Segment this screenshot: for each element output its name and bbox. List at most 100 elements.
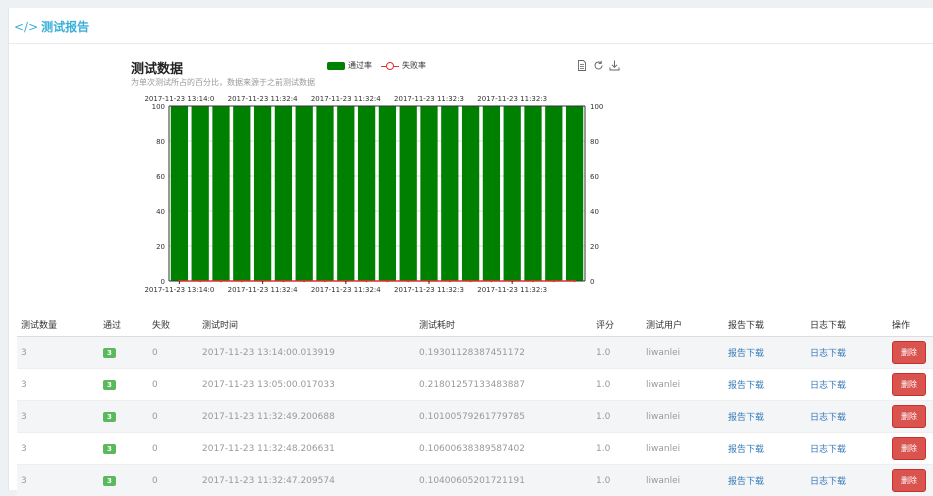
report-download-link[interactable]: 报告下载 [728,381,764,391]
legend-swatch-fail[interactable] [381,62,399,70]
cell-duration: 0.21801257133483887 [415,369,592,401]
x-tick-label-top: 2017-11-23 11:32:4 [311,95,381,103]
report-download-link[interactable]: 报告下载 [728,413,764,423]
x-tick-label-bottom: 2017-11-23 11:32:4 [228,286,298,294]
cell-log: 日志下载 [806,337,888,369]
cell-user: liwanlei [642,369,724,401]
x-tick-label-bottom: 2017-11-23 11:32:3 [477,286,547,294]
fail-rate-point[interactable] [386,280,388,282]
download-icon[interactable] [609,60,619,71]
fail-rate-point[interactable] [573,280,575,282]
y-tick-label-right: 80 [590,138,599,146]
fail-rate-point[interactable] [469,280,471,282]
bar[interactable] [400,106,417,281]
fail-rate-point[interactable] [241,280,243,282]
x-tick-label-bottom: 2017-11-23 11:32:4 [311,286,381,294]
cell-score: 1.0 [592,401,642,433]
delete-button[interactable]: 删除 [892,469,926,492]
bar[interactable] [212,106,229,281]
column-header: 评分 [592,312,642,337]
bar[interactable] [483,106,500,281]
column-header: 测试用户 [642,312,724,337]
cell-pass: 3 [99,401,148,433]
cell-fail: 0 [148,433,198,465]
y-tick-label-left: 20 [156,243,165,251]
bar[interactable] [254,106,271,281]
bar[interactable] [566,106,583,281]
fail-rate-point[interactable] [532,280,534,282]
x-tick-label-bottom: 2017-11-23 11:32:3 [394,286,464,294]
bar[interactable] [462,106,479,281]
bar[interactable] [524,106,541,281]
y-tick-label-right: 100 [590,103,603,111]
y-tick-label-left: 100 [152,103,165,111]
cell-score: 1.0 [592,433,642,465]
cell-duration: 0.10100579261779785 [415,401,592,433]
bar[interactable] [420,106,437,281]
bar[interactable] [379,106,396,281]
fail-rate-point[interactable] [303,280,305,282]
delete-button[interactable]: 删除 [892,373,926,396]
refresh-icon[interactable] [593,60,603,71]
bar[interactable] [275,106,292,281]
bar[interactable] [337,106,354,281]
delete-button[interactable]: 删除 [892,341,926,364]
bar[interactable] [233,106,250,281]
pass-badge: 3 [103,444,116,454]
cell-action: 删除 [888,465,933,496]
y-tick-label-left: 40 [156,208,165,216]
fail-rate-point[interactable] [324,280,326,282]
bar[interactable] [358,106,375,281]
panel-title-text: 测试报告 [41,20,89,34]
cell-action: 删除 [888,433,933,465]
cell-duration: 0.19301128387451172 [415,337,592,369]
cell-time: 2017-11-23 11:32:48.206631 [198,433,415,465]
report-download-link[interactable]: 报告下载 [728,477,764,487]
bar[interactable] [441,106,458,281]
fail-rate-point[interactable] [220,280,222,282]
report-download-link[interactable]: 报告下载 [728,349,764,359]
legend-swatch-pass[interactable] [327,62,345,70]
table-header-row: 测试数量通过失败测试时间测试耗时评分测试用户报告下载日志下载操作 [17,312,933,337]
cell-score: 1.0 [592,337,642,369]
bar[interactable] [296,106,313,281]
bar[interactable] [192,106,209,281]
cell-count: 3 [17,433,99,465]
cell-action: 删除 [888,369,933,401]
bar[interactable] [171,106,188,281]
legend-label-fail[interactable]: 失败率 [402,60,426,71]
log-download-link[interactable]: 日志下载 [810,381,846,391]
column-header: 测试数量 [17,312,99,337]
log-download-link[interactable]: 日志下载 [810,349,846,359]
cell-log: 日志下载 [806,369,888,401]
fail-rate-point[interactable] [449,280,451,282]
fail-rate-point[interactable] [407,280,409,282]
cell-user: liwanlei [642,401,724,433]
fail-rate-point[interactable] [282,280,284,282]
chart-subtitle: 为单次测试所占的百分比，数据来源于之前测试数据 [131,77,315,88]
delete-button[interactable]: 删除 [892,437,926,460]
legend-label-pass[interactable]: 通过率 [348,60,372,71]
delete-button[interactable]: 删除 [892,405,926,428]
fail-rate-point[interactable] [490,280,492,282]
cell-time: 2017-11-23 11:32:47.209574 [198,465,415,496]
log-download-link[interactable]: 日志下载 [810,445,846,455]
cell-fail: 0 [148,337,198,369]
fail-rate-point[interactable] [553,280,555,282]
y-tick-label-left: 80 [156,138,165,146]
bar[interactable] [316,106,333,281]
bar[interactable] [545,106,562,281]
bar[interactable] [504,106,521,281]
data-view-icon[interactable] [577,60,587,71]
log-download-link[interactable]: 日志下载 [810,413,846,423]
log-download-link[interactable]: 日志下载 [810,477,846,487]
cell-action: 删除 [888,337,933,369]
fail-rate-point[interactable] [365,280,367,282]
cell-score: 1.0 [592,369,642,401]
report-download-link[interactable]: 报告下载 [728,445,764,455]
fail-rate-point[interactable] [199,280,201,282]
